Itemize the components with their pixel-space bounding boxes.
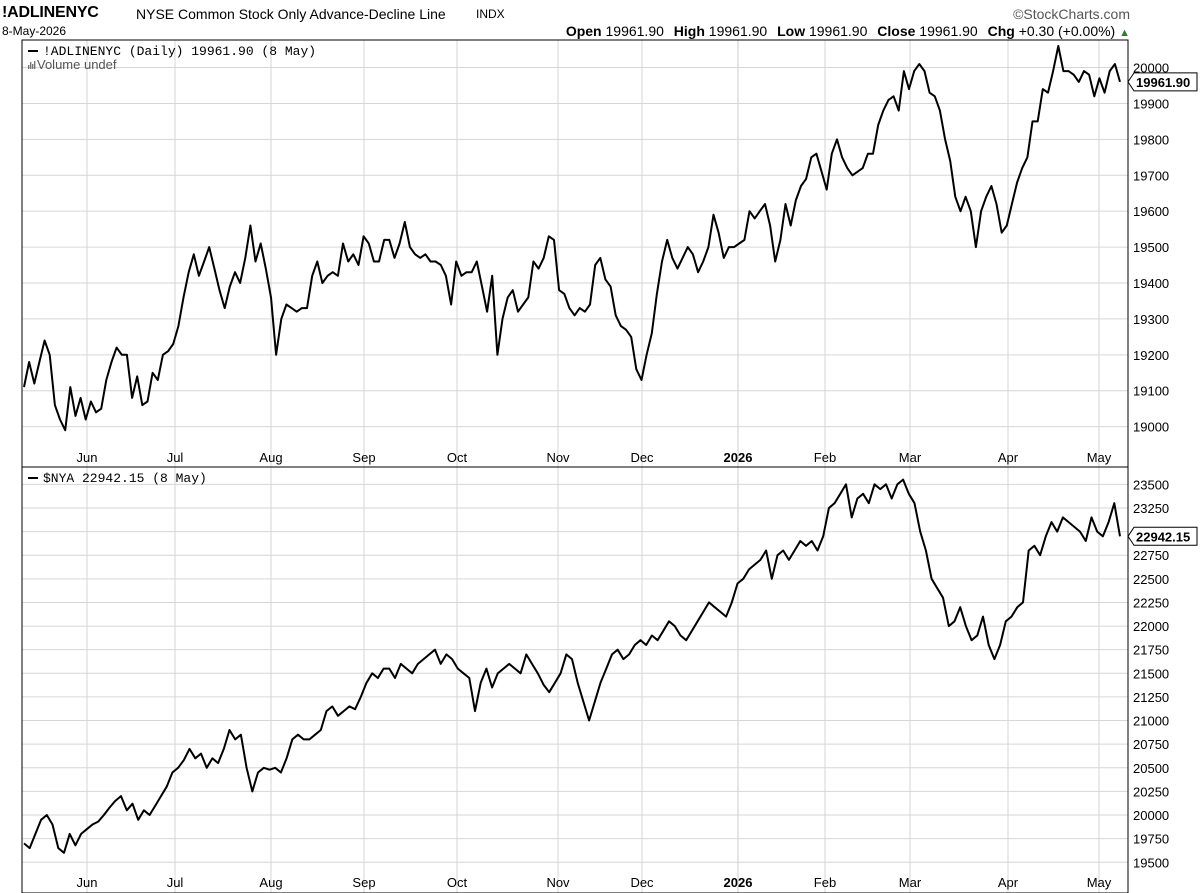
close-value: 19961.90 [919, 23, 978, 39]
x-tick-label: Feb [814, 875, 836, 890]
x-tick-label: Mar [899, 875, 922, 890]
y-tick-label: 21750 [1133, 643, 1169, 658]
x-tick-label: Oct [447, 875, 468, 890]
exchange-label: INDX [476, 7, 505, 21]
y-tick-label: 19300 [1133, 312, 1169, 327]
volume-bar [28, 65, 30, 69]
chart-panel-1: 19000 19100 19200 19300 19400 19500 19600 19700… [21, 39, 1198, 468]
brand-label[interactable]: ©StockCharts.com [1013, 6, 1130, 22]
y-tick-label: 19800 [1133, 132, 1169, 147]
y-tick-label: 23250 [1133, 501, 1169, 516]
y-tick-label: 19750 [1133, 832, 1169, 847]
y-tick-label: 22000 [1133, 619, 1169, 634]
x-tick-label: Apr [998, 875, 1019, 890]
x-tick-label: Nov [546, 450, 570, 465]
ohlc-summary: Open 19961.90 High 19961.90 Low 19961.90… [566, 23, 1130, 39]
y-tick-label: 20250 [1133, 784, 1169, 799]
y-tick-label: 19600 [1133, 204, 1169, 219]
y-tick-label: 20000 [1133, 61, 1169, 76]
last-value-box [1127, 72, 1198, 92]
last-value-label: 22942.15 [1136, 529, 1190, 544]
y-tick-label: 23500 [1133, 477, 1169, 492]
x-tick-label: Jun [77, 450, 98, 465]
x-tick-label: Aug [259, 450, 282, 465]
y-tick-label: 21000 [1133, 714, 1169, 729]
last-value-label: 19961.90 [1136, 75, 1190, 90]
last-value-box [1127, 526, 1198, 546]
y-tick-label: 19100 [1133, 384, 1169, 399]
x-tick-label: Aug [259, 875, 282, 890]
ticker-description: NYSE Common Stock Only Advance-Decline L… [136, 6, 446, 22]
y-tick-label: 20500 [1133, 761, 1169, 776]
close-label: Close [877, 23, 916, 39]
volume-icon [28, 61, 36, 69]
ticker-symbol: !ADLINENYC [2, 4, 99, 21]
up-arrow-icon: ▲ [1119, 27, 1130, 39]
chart-date: 8-May-2026 [2, 24, 67, 38]
x-tick-label: Oct [447, 450, 468, 465]
x-tick-label: Dec [630, 450, 654, 465]
low-label: Low [777, 23, 806, 39]
legend-label: $NYA 22942.15 (8 May) [43, 471, 207, 486]
sublegend-label: Volume undef [37, 57, 117, 72]
series-line [23, 45, 1121, 432]
y-tick-label: 19700 [1133, 168, 1169, 183]
volume-bar [32, 64, 34, 69]
panel-border [21, 466, 1129, 893]
y-tick-label: 19200 [1133, 348, 1169, 363]
x-tick-label: 2026 [724, 450, 753, 465]
panel-border [21, 39, 1129, 468]
x-tick-label: Nov [546, 875, 570, 890]
last-value-tag: 19961.90 [1127, 72, 1198, 92]
x-tick-label: Jul [167, 875, 184, 890]
change-label: Chg [987, 23, 1015, 39]
change-value: +0.30 (+0.00%) [1018, 23, 1116, 39]
series-line [23, 478, 1121, 854]
x-tick-label: Apr [998, 450, 1019, 465]
x-tick-label: Mar [899, 450, 922, 465]
high-value: 19961.90 [708, 23, 768, 39]
x-tick-label: May [1087, 875, 1112, 890]
y-tick-label: 22750 [1133, 548, 1169, 563]
y-tick-label: 19500 [1133, 240, 1169, 255]
chart-panel-2: 19500 19750 20000 20250 20500 20750 21000 21250… [21, 466, 1198, 893]
open-value: 19961.90 [605, 23, 664, 39]
last-value-tag: 22942.15 [1127, 526, 1198, 546]
legend-label: !ADLINENYC (Daily) 19961.90 (8 May) [43, 44, 316, 59]
x-tick-label: Jun [77, 875, 98, 890]
y-tick-label: 22250 [1133, 595, 1169, 610]
x-tick-label: 2026 [724, 875, 753, 890]
y-tick-label: 21500 [1133, 666, 1169, 681]
volume-bar [34, 61, 36, 69]
y-tick-label: 21250 [1133, 690, 1169, 705]
y-tick-label: 19400 [1133, 276, 1169, 291]
x-tick-label: Jul [167, 450, 184, 465]
y-tick-label: 19500 [1133, 855, 1169, 870]
open-label: Open [565, 23, 602, 39]
x-tick-label: Sep [352, 875, 375, 890]
x-tick-label: Feb [814, 450, 836, 465]
high-label: High [673, 23, 705, 39]
y-tick-label: 20750 [1133, 737, 1169, 752]
x-tick-label: Sep [352, 450, 375, 465]
y-tick-label: 20000 [1133, 808, 1169, 823]
y-tick-label: 22500 [1133, 572, 1169, 587]
y-tick-label: 19000 [1133, 420, 1169, 435]
low-value: 19961.90 [808, 23, 868, 39]
chart-header: !ADLINENYC NYSE Common Stock Only Advanc… [0, 0, 1200, 40]
y-tick-label: 19900 [1133, 96, 1169, 111]
volume-bar [30, 62, 32, 69]
x-tick-label: Dec [630, 875, 654, 890]
x-tick-label: May [1087, 450, 1112, 465]
